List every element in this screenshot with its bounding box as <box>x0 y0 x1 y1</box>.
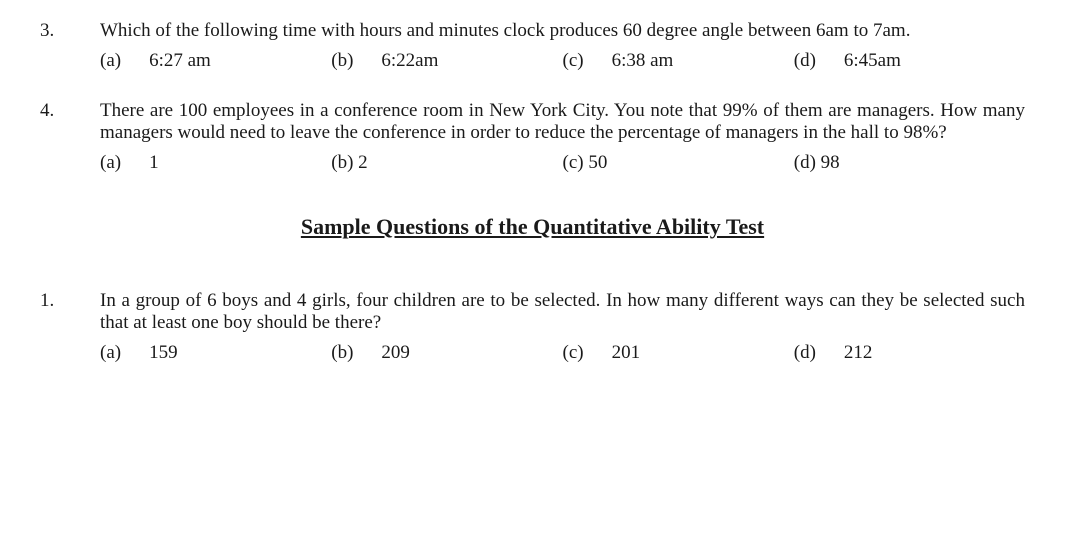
question-3: 3. Which of the following time with hour… <box>40 20 1025 42</box>
option-a: (a) 6:27 am <box>100 50 331 72</box>
option-a: (a) 1 <box>100 152 331 174</box>
option-d: (d) 6:45am <box>794 50 1025 72</box>
option-d: (d) 98 <box>794 152 1025 174</box>
question-3-options: (a) 6:27 am (b) 6:22am (c) 6:38 am (d) 6… <box>100 50 1025 72</box>
option-text: 212 <box>844 342 873 364</box>
option-label: (d) 98 <box>794 152 840 174</box>
option-label: (d) <box>794 50 816 72</box>
option-c: (c) 50 <box>563 152 794 174</box>
option-label: (c) 50 <box>563 152 608 174</box>
question-4-options: (a) 1 (b) 2 (c) 50 (d) 98 <box>100 152 1025 174</box>
question-4: 4. There are 100 employees in a conferen… <box>40 100 1025 144</box>
question-1: 1. In a group of 6 boys and 4 girls, fou… <box>40 290 1025 334</box>
question-text: In a group of 6 boys and 4 girls, four c… <box>100 290 1025 334</box>
question-text: Which of the following time with hours a… <box>100 20 1025 42</box>
question-text: There are 100 employees in a conference … <box>100 100 1025 144</box>
option-a: (a) 159 <box>100 342 331 364</box>
option-label: (d) <box>794 342 816 364</box>
option-c: (c) 6:38 am <box>563 50 794 72</box>
option-text: 201 <box>612 342 641 364</box>
option-label: (a) <box>100 342 121 364</box>
option-label: (a) <box>100 50 121 72</box>
option-text: 6:22am <box>381 50 438 72</box>
option-text: 6:27 am <box>149 50 211 72</box>
section-title-container: Sample Questions of the Quantitative Abi… <box>40 214 1025 240</box>
question-number: 4. <box>40 100 100 144</box>
option-c: (c) 201 <box>563 342 794 364</box>
option-text: 6:45am <box>844 50 901 72</box>
option-label: (b) 2 <box>331 152 367 174</box>
question-1-options: (a) 159 (b) 209 (c) 201 (d) 212 <box>100 342 1025 364</box>
question-number: 1. <box>40 290 100 334</box>
option-d: (d) 212 <box>794 342 1025 364</box>
option-text: 159 <box>149 342 178 364</box>
option-b: (b) 6:22am <box>331 50 562 72</box>
option-b: (b) 2 <box>331 152 562 174</box>
option-label: (b) <box>331 50 353 72</box>
question-number: 3. <box>40 20 100 42</box>
option-label: (c) <box>563 342 584 364</box>
option-b: (b) 209 <box>331 342 562 364</box>
option-text: 6:38 am <box>612 50 674 72</box>
option-label: (a) <box>100 152 121 174</box>
option-label: (c) <box>563 50 584 72</box>
option-text: 209 <box>381 342 410 364</box>
section-title: Sample Questions of the Quantitative Abi… <box>301 214 764 239</box>
option-label: (b) <box>331 342 353 364</box>
option-text: 1 <box>149 152 159 174</box>
